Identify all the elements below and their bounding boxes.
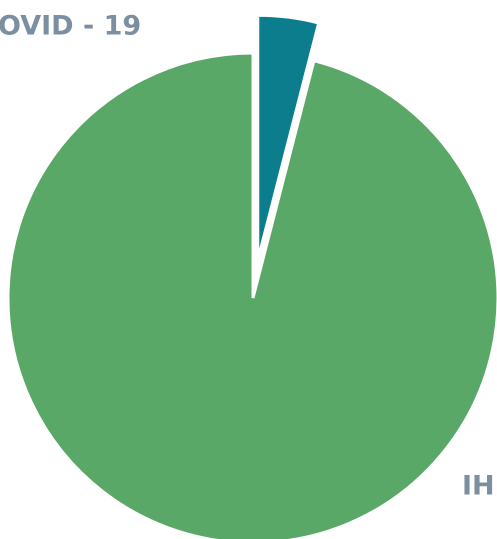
slice-label: OVID - 19 [0, 11, 141, 42]
pie-slice [256, 13, 321, 261]
pie-slice [6, 51, 497, 539]
slice-label: IHL [462, 471, 497, 502]
